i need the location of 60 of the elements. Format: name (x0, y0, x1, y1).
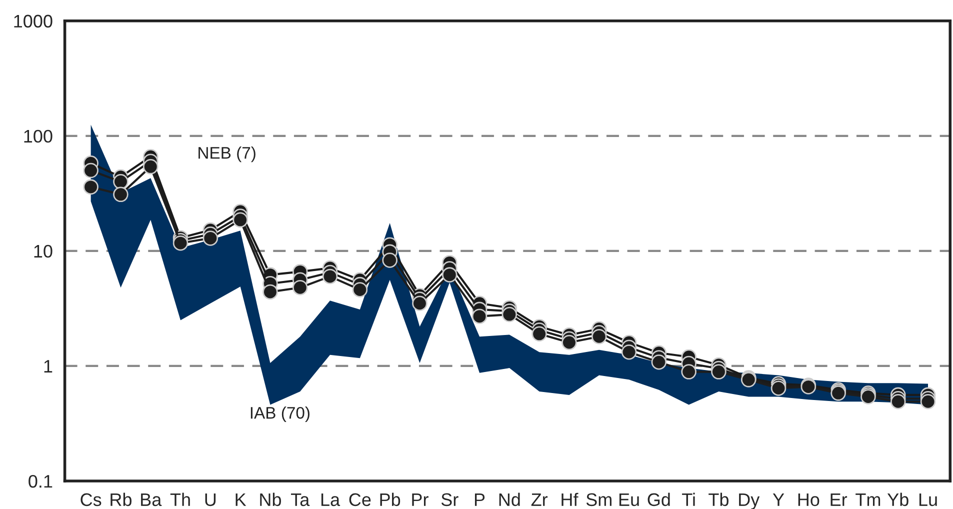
x-tick-label: U (205, 493, 216, 506)
x-tick-label: P (474, 493, 485, 506)
x-tick-label: Rb (110, 492, 132, 506)
point (442, 267, 458, 282)
point (621, 344, 637, 360)
x-tick-label: Er (830, 493, 848, 506)
y-tick-label: 0.1 (28, 474, 52, 488)
x-tick-label: Pb (380, 492, 400, 506)
y-tick-label: 10 (34, 244, 52, 258)
x-tick-label: Ho (798, 493, 820, 506)
point (502, 306, 518, 322)
x-tick-label: Sm (586, 493, 612, 506)
point (532, 326, 547, 342)
point (681, 364, 696, 380)
point (322, 268, 338, 284)
annotation: IAB (70) (250, 406, 310, 422)
x-tick-label: Tm (856, 493, 880, 506)
point (352, 282, 368, 298)
x-tick-label: Y (772, 493, 784, 506)
x-tick-label: Ta (290, 493, 310, 506)
x-tick-label: Nb (260, 492, 281, 506)
x-tick-label: Th (170, 492, 190, 506)
point (472, 308, 488, 324)
x-tick-label: Hf (562, 492, 578, 506)
x-tick-label: Tb (708, 492, 728, 506)
x-tick-label: Ce (349, 493, 371, 506)
point (232, 212, 248, 228)
point (262, 284, 278, 300)
x-tick-label: Yb (887, 492, 908, 506)
x-tick-label: K (236, 493, 246, 506)
point (412, 296, 428, 312)
x-tick-label: Eu (619, 493, 639, 506)
x-tick-label: Zr (531, 493, 548, 506)
y-tick-label: 1 (44, 360, 52, 373)
x-tick-label: Pr (412, 493, 428, 506)
annotation: NEB (7) (198, 146, 256, 162)
point (113, 174, 128, 190)
x-tick-label: Cs (80, 493, 102, 506)
x-tick-label: Ti (682, 492, 695, 506)
x-tick-label: Ba (141, 493, 162, 506)
x-tick-label: Gd (648, 492, 670, 506)
x-tick-label: La (321, 493, 340, 506)
x-tick-label: Nd (499, 492, 520, 506)
point (83, 179, 98, 195)
point (591, 328, 607, 344)
point (890, 394, 906, 410)
x-tick-label: Lu (919, 493, 937, 506)
y-tick-label: 1000 (14, 14, 52, 28)
point (711, 364, 726, 380)
point (382, 252, 398, 268)
point (142, 159, 158, 174)
point (920, 394, 936, 410)
point (292, 280, 308, 296)
x-tick-label: Sr (441, 493, 458, 506)
point (202, 230, 218, 246)
point (83, 162, 98, 178)
point (562, 334, 577, 350)
point (651, 354, 667, 370)
point (113, 186, 128, 202)
y-tick-label: 100 (24, 130, 52, 143)
